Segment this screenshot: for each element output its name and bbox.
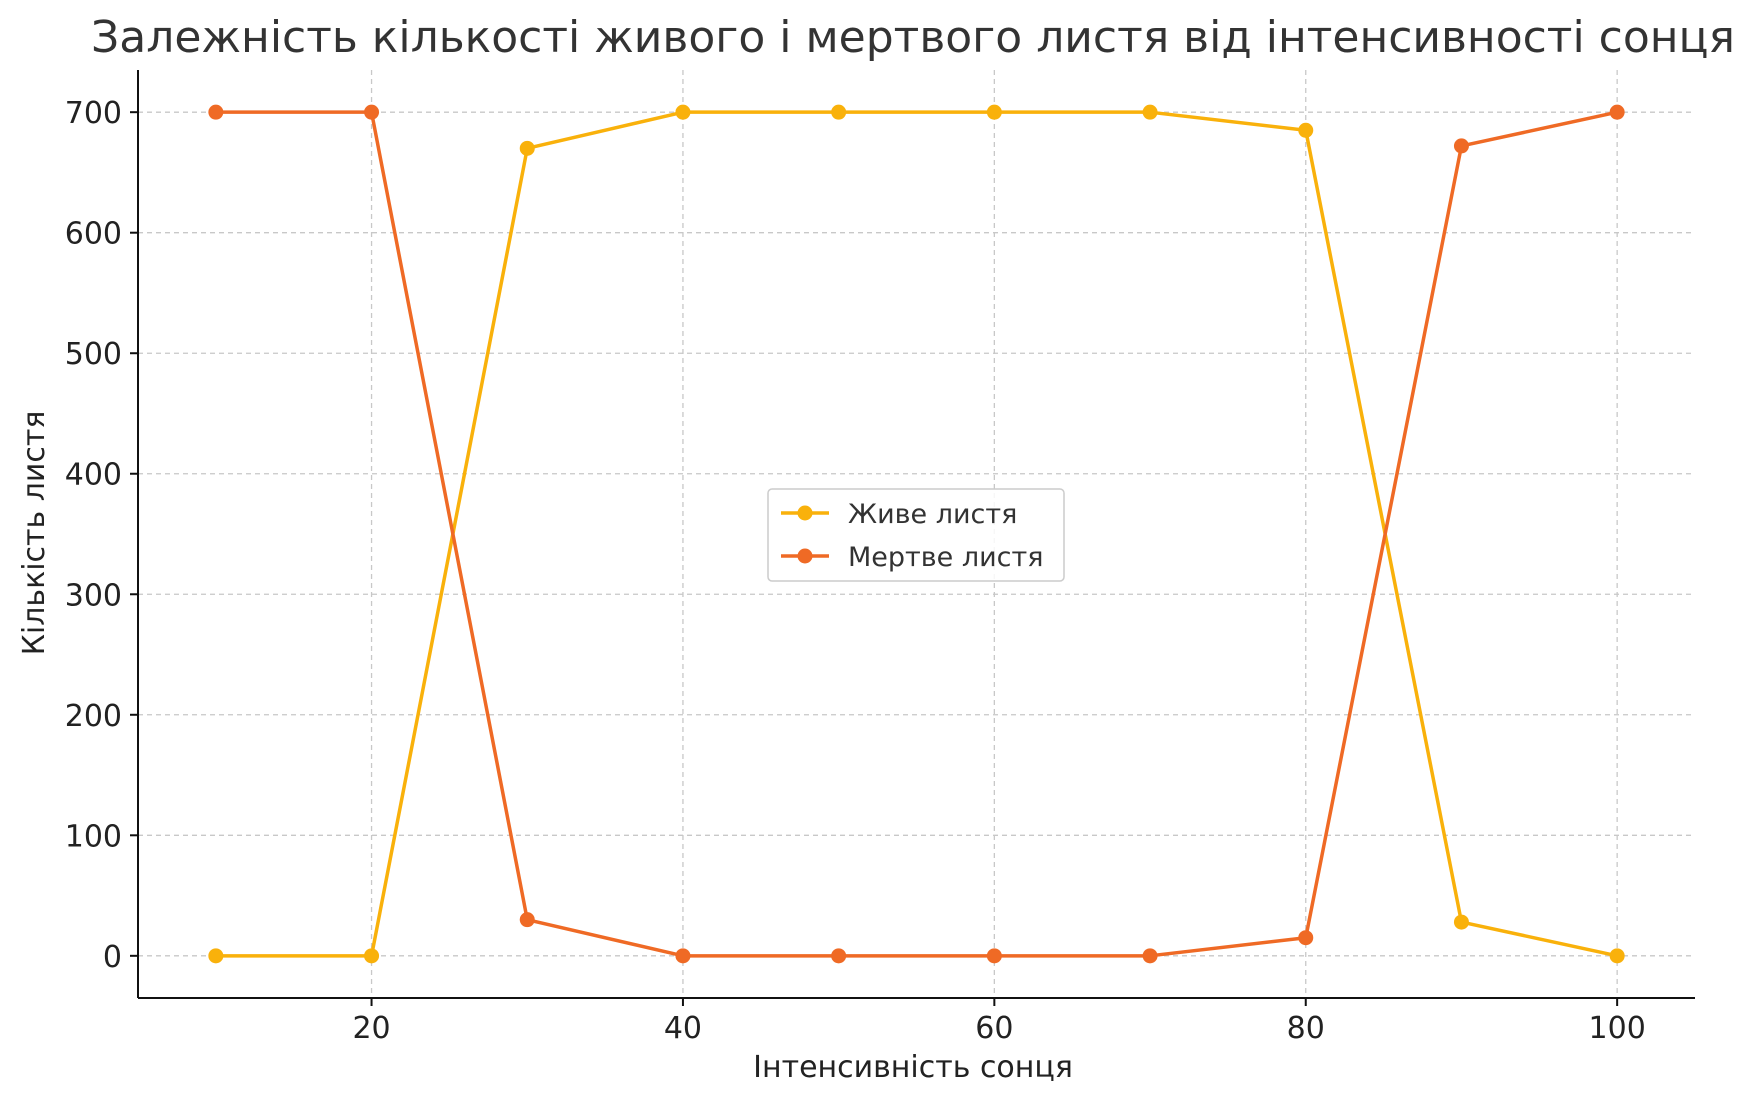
data-point (1609, 948, 1625, 964)
y-tick-label: 700 (65, 96, 122, 131)
data-point (1142, 104, 1158, 120)
data-point (675, 104, 691, 120)
data-point (208, 948, 224, 964)
legend-item: Живе листя (781, 499, 1017, 530)
y-tick-label: 500 (65, 337, 122, 372)
data-point (1298, 122, 1314, 138)
data-point (519, 912, 535, 928)
data-point (519, 140, 535, 156)
legend-marker (797, 548, 813, 564)
y-tick-label: 600 (65, 217, 122, 252)
data-point (831, 948, 847, 964)
x-tick-label: 60 (975, 1011, 1013, 1046)
series-line (215, 110, 1618, 958)
data-point (1298, 930, 1314, 946)
series-line (215, 110, 1618, 958)
y-axis-label: Кількість листя (17, 411, 52, 656)
tick-labels: 20 40 60 80 100 0 100 200 300 400 500 600 700 (65, 96, 1646, 1046)
y-tick-label: 300 (65, 578, 122, 613)
data-point (986, 948, 1002, 964)
y-tick-label: 200 (65, 699, 122, 734)
legend-marker (797, 505, 813, 521)
data-point (1142, 948, 1158, 964)
data-point (986, 104, 1002, 120)
legend-item: Мертве листя (781, 542, 1044, 573)
data-point (675, 948, 691, 964)
data-point (831, 104, 847, 120)
legend: Живе листя Мертве листя (767, 488, 1065, 582)
grid (138, 70, 1695, 998)
legend-box (767, 488, 1065, 582)
data-point (1453, 914, 1469, 930)
y-tick-label: 100 (65, 819, 122, 854)
x-tick-label: 20 (352, 1011, 390, 1046)
y-tick-label: 400 (65, 458, 122, 493)
axes (130, 70, 1695, 1006)
x-tick-label: 80 (1287, 1011, 1325, 1046)
data-point (1609, 104, 1625, 120)
data-point (208, 104, 224, 120)
legend-label: Живе листя (848, 499, 1017, 530)
y-tick-label: 0 (103, 940, 122, 975)
legend-label: Мертве листя (848, 542, 1044, 573)
series-layer (208, 104, 1625, 964)
x-tick-label: 40 (664, 1011, 702, 1046)
data-point (364, 104, 380, 120)
x-axis-label: Інтенсивність сонця (753, 1050, 1073, 1085)
data-point (1453, 138, 1469, 154)
x-tick-label: 100 (1589, 1011, 1646, 1046)
chart-title: Залежність кількості живого і мертвого л… (91, 12, 1735, 63)
series-2 (208, 104, 1625, 964)
series-1 (208, 104, 1625, 964)
data-point (364, 948, 380, 964)
